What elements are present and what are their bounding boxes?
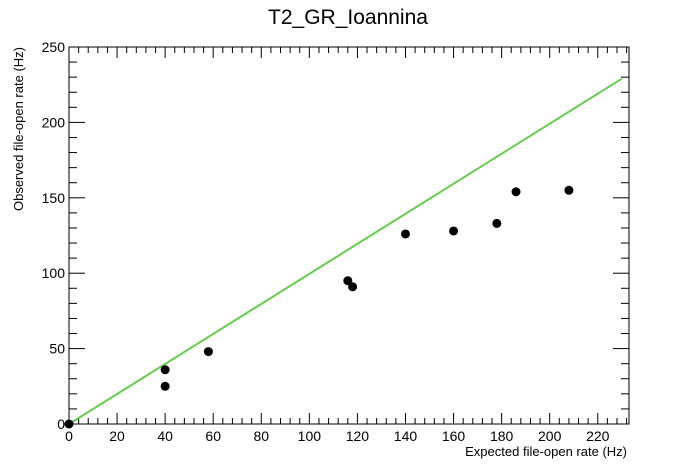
data-series <box>64 77 623 429</box>
x-axis: 0 20 40 60 80 100 120 140 160 180 200 220 <box>65 47 628 444</box>
y-tick-label: 150 <box>42 190 66 206</box>
x-tick-label: 220 <box>586 428 610 444</box>
y-tick-label: 0 <box>57 416 65 432</box>
data-point <box>348 282 358 292</box>
data-point <box>564 185 574 195</box>
x-tick-label: 100 <box>298 428 322 444</box>
x-tick-label: 120 <box>346 428 370 444</box>
data-point <box>343 276 353 286</box>
data-point <box>511 187 521 197</box>
x-tick-label: 20 <box>109 428 125 444</box>
data-point <box>160 381 170 391</box>
data-point <box>203 347 213 357</box>
y-tick-label: 200 <box>42 114 66 130</box>
data-point <box>64 419 74 429</box>
y-axis-label: Observed file-open rate (Hz) <box>11 47 26 211</box>
x-tick-label: 180 <box>490 428 514 444</box>
x-tick-label: 60 <box>205 428 221 444</box>
x-tick-label: 140 <box>394 428 418 444</box>
y-tick-label: 250 <box>42 39 66 55</box>
y-axis: 0 50 100 150 200 250 <box>42 39 629 432</box>
data-point <box>449 226 459 236</box>
x-tick-label: 160 <box>442 428 466 444</box>
fit-line <box>68 77 623 425</box>
x-axis-label: Expected file-open rate (Hz) <box>465 444 627 459</box>
x-tick-label: 0 <box>65 428 73 444</box>
data-point <box>492 218 502 228</box>
x-tick-label: 40 <box>157 428 173 444</box>
y-tick-label: 50 <box>49 341 65 357</box>
x-tick-label: 80 <box>253 428 269 444</box>
data-point <box>160 365 170 375</box>
y-tick-label: 100 <box>42 265 66 281</box>
data-point <box>400 229 410 239</box>
plot-frame <box>68 46 630 425</box>
chart-title: T2_GR_Ioannina <box>268 6 428 29</box>
x-tick-label: 200 <box>538 428 562 444</box>
